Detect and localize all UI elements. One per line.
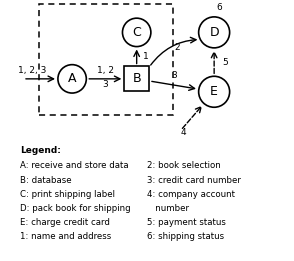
Text: 6: 6 — [217, 3, 223, 12]
Text: 2: 2 — [174, 43, 180, 52]
Text: A: A — [68, 72, 76, 85]
Bar — [39, 4, 173, 115]
Text: B: database: B: database — [21, 176, 72, 185]
Bar — [124, 67, 149, 91]
Text: 6: shipping status: 6: shipping status — [147, 233, 224, 241]
Circle shape — [199, 76, 230, 107]
Text: 3: credit card number: 3: credit card number — [147, 176, 241, 185]
Text: 3: 3 — [171, 72, 177, 80]
Circle shape — [123, 18, 151, 46]
Text: 5: payment status: 5: payment status — [147, 218, 226, 227]
Text: 1, 2: 1, 2 — [97, 66, 114, 75]
Text: 5: 5 — [222, 58, 228, 67]
Text: C: C — [132, 26, 141, 39]
Text: 3: 3 — [102, 80, 108, 89]
Text: 1, 2, 3: 1, 2, 3 — [18, 66, 46, 75]
Text: Legend:: Legend: — [21, 146, 61, 155]
Text: C: print shipping label: C: print shipping label — [21, 190, 116, 199]
Text: 4: company account: 4: company account — [147, 190, 235, 199]
Text: number: number — [147, 204, 189, 213]
Text: 1: 1 — [143, 52, 149, 61]
Text: A: receive and store data: A: receive and store data — [21, 162, 129, 170]
Text: 4: 4 — [180, 128, 186, 137]
Text: E: charge credit card: E: charge credit card — [21, 218, 110, 227]
Circle shape — [199, 17, 230, 48]
Text: D: D — [209, 26, 219, 39]
Text: D: pack book for shipping: D: pack book for shipping — [21, 204, 131, 213]
Text: B: B — [132, 72, 141, 85]
Text: E: E — [210, 85, 218, 98]
Circle shape — [58, 65, 86, 93]
Text: 2: book selection: 2: book selection — [147, 162, 221, 170]
Text: 1: name and address: 1: name and address — [21, 233, 112, 241]
